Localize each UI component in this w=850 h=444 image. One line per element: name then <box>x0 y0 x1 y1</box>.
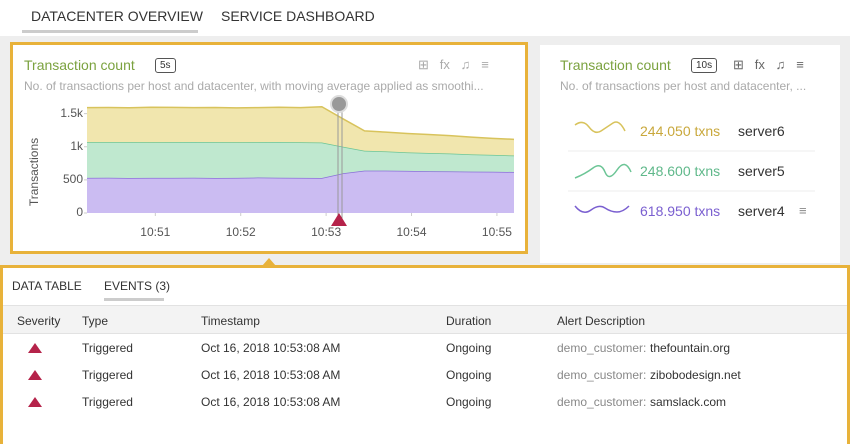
panel-description: No. of transactions per host and datacen… <box>560 79 807 93</box>
cell: samslack.com <box>650 395 727 409</box>
severity-icon <box>28 370 42 380</box>
tab-underline <box>22 30 198 33</box>
cell: zibobodesign.net <box>650 368 741 382</box>
row-host: server6 <box>738 123 785 139</box>
severity-icon <box>28 397 42 407</box>
cell: Ongoing <box>446 341 492 355</box>
cell: Oct 16, 2018 10:53:08 AM <box>201 341 341 355</box>
tab[interactable]: SERVICE DASHBOARD <box>221 8 375 24</box>
panel-title: Transaction count <box>24 57 135 73</box>
left-panel <box>10 42 528 254</box>
right-panel <box>540 45 840 263</box>
row-menu[interactable]: ≡ <box>799 203 807 218</box>
cell: Ongoing <box>446 395 492 409</box>
row-value: 248.600 txns <box>640 163 721 179</box>
cell: demo_customer: <box>557 395 647 409</box>
panel-icons[interactable]: ⊞ fx ♫ ≡ <box>418 57 489 72</box>
interval-badge: 10s <box>691 58 718 73</box>
bottom-panel <box>0 265 850 444</box>
panel-icons[interactable]: ⊞ fx ♫ ≡ <box>733 57 804 72</box>
cell: thefountain.org <box>650 341 731 355</box>
cell: Ongoing <box>446 368 492 382</box>
bottom-tab[interactable]: DATA TABLE <box>12 279 82 293</box>
severity-icon <box>28 343 42 353</box>
panel-description: No. of transactions per host and datacen… <box>24 79 484 93</box>
interval-badge: 5s <box>155 58 176 73</box>
row-value: 618.950 txns <box>640 203 721 219</box>
cell: Oct 16, 2018 10:53:08 AM <box>201 395 341 409</box>
cell: Triggered <box>82 395 133 409</box>
cell: Triggered <box>82 368 133 382</box>
cell: Oct 16, 2018 10:53:08 AM <box>201 368 341 382</box>
column-header: Timestamp <box>201 314 260 328</box>
row-host: server4 <box>738 203 785 219</box>
column-header: Severity <box>17 314 61 328</box>
panel-title: Transaction count <box>560 57 671 73</box>
bottom-tab[interactable]: EVENTS (3) <box>104 279 171 293</box>
cell: demo_customer: <box>557 368 647 382</box>
column-header: Duration <box>446 314 492 328</box>
row-host: server5 <box>738 163 785 179</box>
tab-underline <box>104 298 164 301</box>
column-header: Alert Description <box>557 314 646 328</box>
tab[interactable]: DATACENTER OVERVIEW <box>31 8 203 24</box>
column-header: Type <box>82 314 109 328</box>
table-header <box>3 305 847 334</box>
cell: Triggered <box>82 341 133 355</box>
row-value: 244.050 txns <box>640 123 721 139</box>
cell: demo_customer: <box>557 341 647 355</box>
